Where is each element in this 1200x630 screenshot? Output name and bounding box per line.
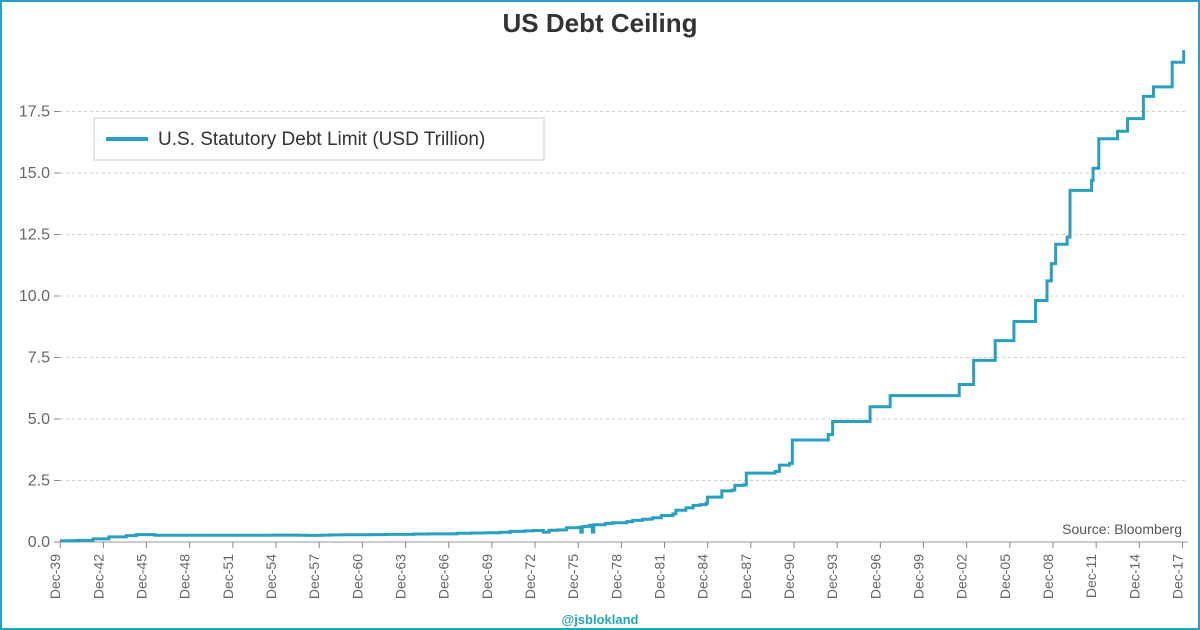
- x-axis-ticks: Dec-39 Dec-42 Dec-45 Dec-48 Dec-51 Dec-54 Dec-…: [47, 542, 1185, 599]
- svg-text:Dec-51: Dec-51: [220, 554, 236, 599]
- svg-text:Dec-81: Dec-81: [652, 554, 668, 599]
- svg-text:Dec-84: Dec-84: [695, 554, 711, 599]
- svg-text:Dec-57: Dec-57: [306, 554, 322, 599]
- svg-text:0.0: 0.0: [28, 534, 50, 551]
- svg-text:Dec-93: Dec-93: [824, 554, 840, 599]
- svg-text:Dec-11: Dec-11: [1083, 554, 1099, 598]
- svg-text:Dec-78: Dec-78: [608, 554, 624, 599]
- svg-text:Dec-69: Dec-69: [479, 554, 495, 599]
- svg-text:Dec-54: Dec-54: [263, 554, 279, 599]
- legend-label: U.S. Statutory Debt Limit (USD Trillion): [158, 129, 485, 150]
- svg-text:Dec-75: Dec-75: [565, 554, 581, 599]
- svg-text:Dec-66: Dec-66: [436, 554, 452, 599]
- svg-text:Dec-05: Dec-05: [997, 554, 1013, 599]
- svg-text:Dec-45: Dec-45: [134, 554, 150, 599]
- svg-text:2.5: 2.5: [28, 473, 50, 490]
- svg-text:Dec-87: Dec-87: [738, 554, 754, 599]
- source-label: Source: Bloomberg: [1062, 521, 1182, 537]
- svg-text:Dec-63: Dec-63: [393, 554, 409, 599]
- svg-text:17.5: 17.5: [19, 104, 50, 121]
- watermark: @jsblokland: [2, 612, 1198, 627]
- svg-text:Dec-90: Dec-90: [781, 554, 797, 599]
- svg-text:Dec-99: Dec-99: [911, 554, 927, 599]
- svg-text:7.5: 7.5: [28, 350, 50, 367]
- y-axis-ticks: 0.0 2.5 5.0 7.5 10.0 12.5 15.0 17.5: [19, 104, 60, 552]
- y-gridlines: [60, 112, 1188, 543]
- legend: U.S. Statutory Debt Limit (USD Trillion): [94, 118, 544, 160]
- svg-text:Dec-48: Dec-48: [177, 554, 193, 599]
- svg-text:10.0: 10.0: [19, 288, 50, 305]
- svg-text:Dec-96: Dec-96: [867, 554, 883, 599]
- svg-text:5.0: 5.0: [28, 411, 50, 428]
- svg-text:Dec-08: Dec-08: [1040, 554, 1056, 599]
- svg-text:Dec-60: Dec-60: [349, 554, 365, 599]
- svg-text:Dec-14: Dec-14: [1126, 554, 1142, 599]
- svg-text:Dec-42: Dec-42: [90, 554, 106, 599]
- svg-text:15.0: 15.0: [19, 165, 50, 182]
- chart-frame: US Debt Ceiling 0.02.55.07.510.012.515.0…: [0, 0, 1200, 630]
- svg-text:Dec-72: Dec-72: [522, 554, 538, 599]
- svg-text:Dec-17: Dec-17: [1169, 554, 1185, 599]
- svg-text:12.5: 12.5: [19, 227, 50, 244]
- chart-svg: 0.0 2.5 5.0 7.5 10.0 12.5 15.0 17.5 Dec-39 Dec-4…: [2, 2, 1198, 628]
- svg-text:Dec-02: Dec-02: [954, 554, 970, 599]
- svg-text:Dec-39: Dec-39: [47, 554, 63, 599]
